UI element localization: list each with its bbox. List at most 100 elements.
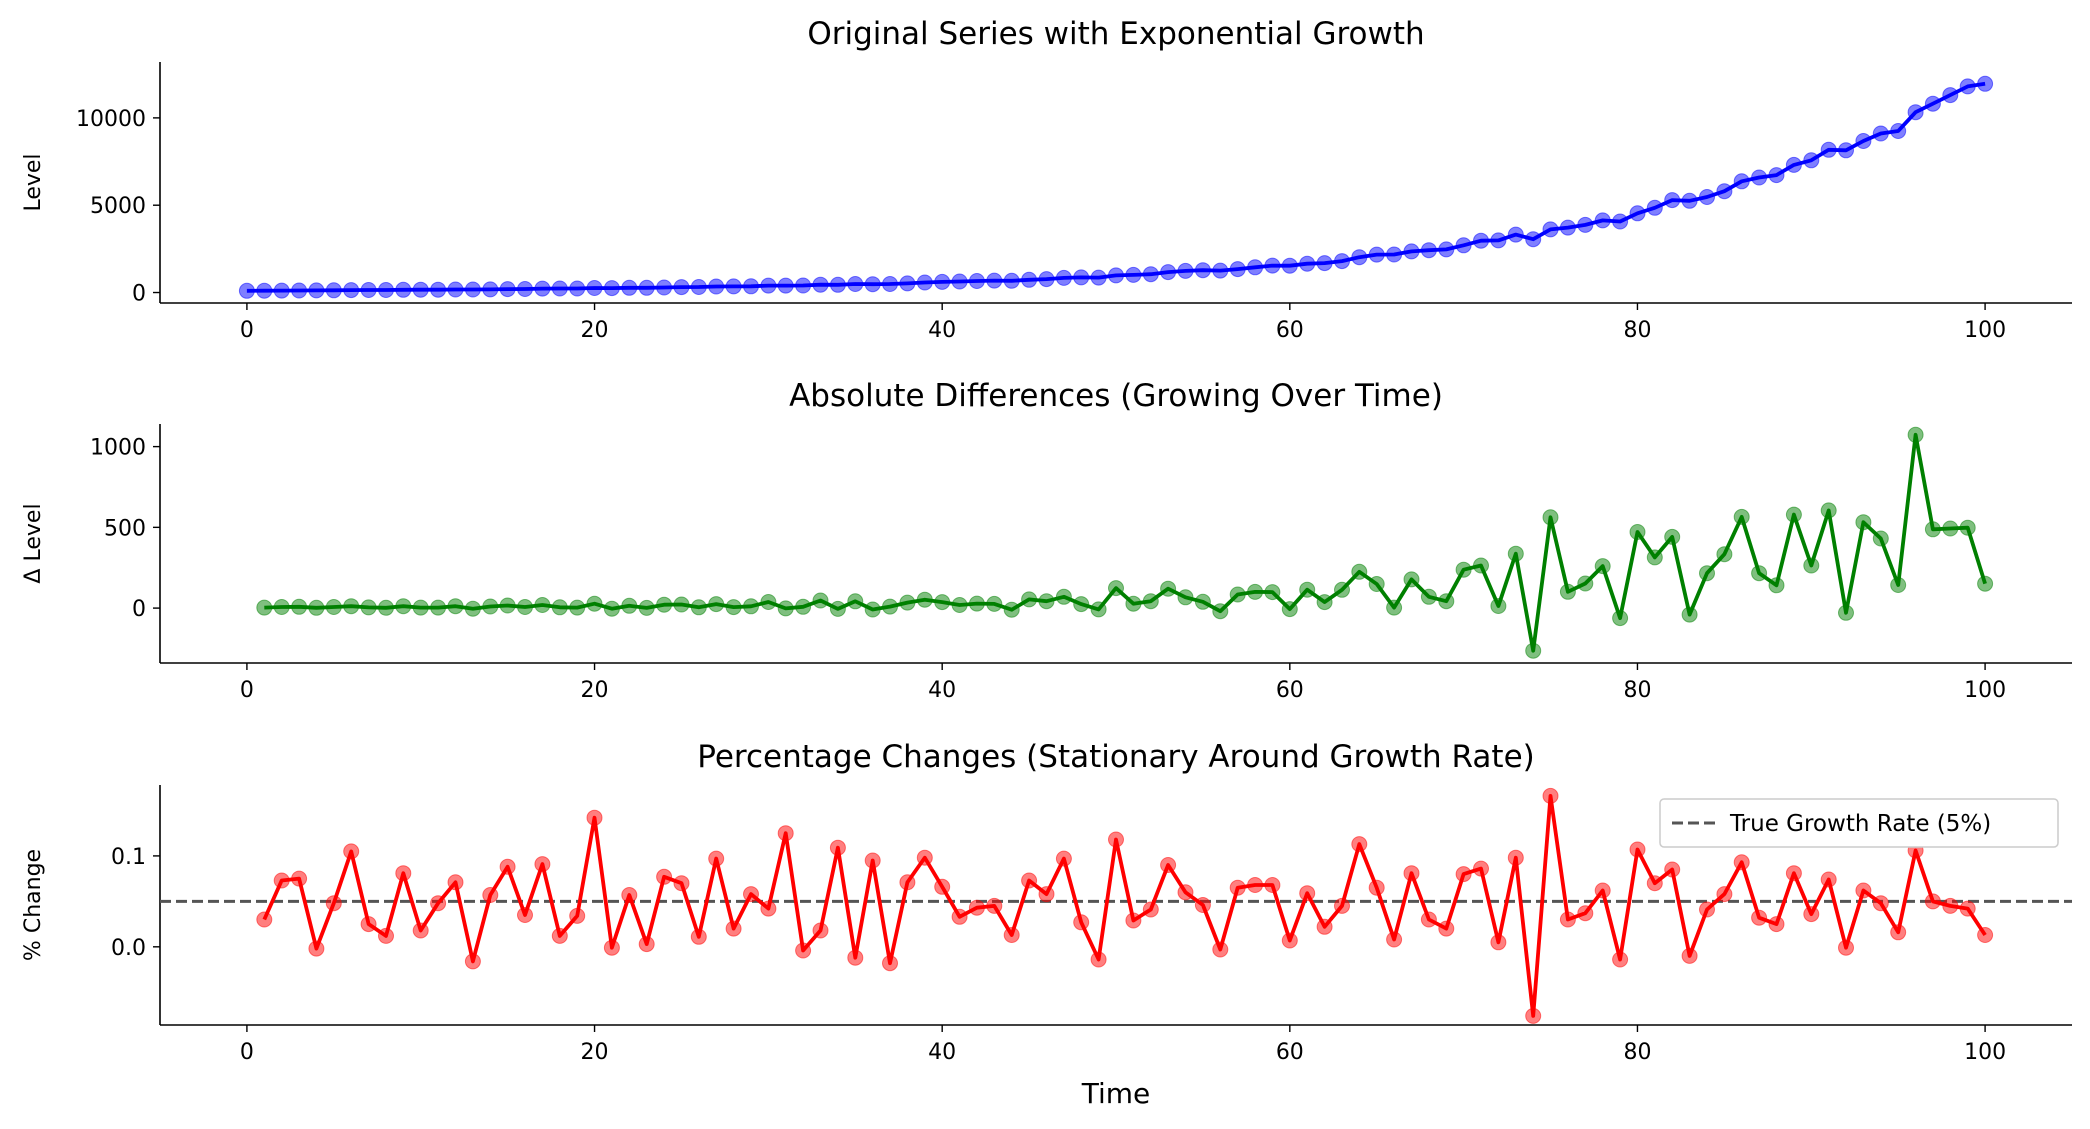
data-point bbox=[256, 282, 273, 299]
data-point bbox=[1890, 123, 1907, 139]
data-point bbox=[1733, 508, 1750, 525]
data-point bbox=[1942, 87, 1959, 104]
x-tick-label: 20 bbox=[581, 678, 609, 703]
data-point bbox=[325, 599, 342, 615]
data-point bbox=[1160, 264, 1177, 281]
data-point bbox=[986, 897, 1003, 914]
data-point bbox=[864, 601, 881, 618]
data-point bbox=[760, 594, 777, 610]
data-point bbox=[1838, 142, 1854, 159]
data-point bbox=[951, 273, 968, 290]
data-point bbox=[1125, 912, 1142, 929]
data-point bbox=[1316, 918, 1333, 935]
data-point bbox=[517, 907, 533, 923]
data-point bbox=[1733, 173, 1750, 190]
data-point bbox=[1507, 849, 1524, 866]
data-point bbox=[1038, 593, 1055, 610]
data-point bbox=[1351, 249, 1368, 266]
data-point bbox=[986, 595, 1003, 612]
data-point bbox=[656, 279, 673, 296]
data-point bbox=[1559, 583, 1576, 600]
data-point bbox=[1247, 877, 1264, 893]
chart-panel-percentage-changes: Percentage Changes (Stationary Around Gr… bbox=[21, 739, 2072, 1065]
data-point bbox=[760, 900, 777, 917]
data-point bbox=[621, 597, 638, 614]
data-point bbox=[1785, 865, 1802, 882]
data-point bbox=[1507, 545, 1524, 562]
data-point bbox=[1872, 530, 1889, 547]
data-point bbox=[1594, 558, 1611, 575]
data-point bbox=[1977, 75, 1994, 92]
data-point bbox=[1820, 141, 1837, 158]
x-tick-label: 100 bbox=[1964, 1040, 2006, 1065]
chart-title: Original Series with Exponential Growth bbox=[807, 16, 1424, 52]
data-point bbox=[1420, 911, 1437, 928]
data-point bbox=[325, 895, 342, 912]
x-tick-label: 80 bbox=[1623, 318, 1651, 343]
x-tick-label: 100 bbox=[1964, 318, 2006, 343]
data-point bbox=[829, 276, 846, 293]
data-point bbox=[1386, 246, 1403, 263]
data-point bbox=[1525, 231, 1542, 248]
data-point bbox=[1803, 557, 1820, 574]
data-point bbox=[1438, 920, 1455, 937]
data-point bbox=[1108, 580, 1124, 597]
data-point bbox=[1247, 259, 1264, 276]
data-point bbox=[1194, 593, 1211, 610]
data-point bbox=[1681, 192, 1698, 209]
x-tick-label: 40 bbox=[928, 678, 956, 703]
data-point bbox=[1612, 610, 1629, 627]
data-point bbox=[916, 274, 933, 291]
chart-title: Percentage Changes (Stationary Around Gr… bbox=[697, 739, 1534, 775]
data-point bbox=[795, 942, 812, 959]
data-point bbox=[1177, 884, 1194, 901]
data-point bbox=[1229, 261, 1246, 278]
data-point bbox=[517, 599, 533, 615]
data-point bbox=[1699, 901, 1715, 918]
data-point bbox=[1455, 561, 1472, 578]
data-point bbox=[1160, 857, 1177, 873]
data-point bbox=[968, 273, 985, 289]
x-tick-label: 40 bbox=[928, 1040, 956, 1065]
data-point bbox=[291, 870, 308, 887]
data-point bbox=[1577, 216, 1594, 233]
data-point bbox=[1855, 514, 1872, 531]
data-point bbox=[673, 875, 690, 892]
x-tick-label: 100 bbox=[1964, 678, 2006, 703]
data-point bbox=[1507, 226, 1524, 243]
data-point bbox=[1281, 601, 1298, 618]
data-point bbox=[1646, 199, 1663, 216]
data-point bbox=[1212, 262, 1229, 279]
data-point bbox=[482, 281, 499, 298]
data-point bbox=[447, 281, 464, 298]
data-point bbox=[1751, 169, 1768, 186]
data-point bbox=[847, 276, 864, 292]
data-point bbox=[1959, 519, 1976, 536]
data-point bbox=[1629, 205, 1646, 222]
data-point bbox=[951, 597, 968, 613]
data-point bbox=[743, 278, 759, 295]
data-point bbox=[708, 278, 725, 295]
y-tick-label: 10000 bbox=[76, 107, 146, 132]
data-point bbox=[1055, 269, 1072, 286]
data-point bbox=[1264, 877, 1281, 893]
data-point bbox=[1924, 521, 1941, 538]
data-point bbox=[1403, 571, 1420, 588]
data-point bbox=[1559, 219, 1576, 236]
data-point bbox=[1490, 232, 1507, 249]
data-point bbox=[1090, 269, 1107, 286]
data-point bbox=[1177, 589, 1194, 606]
data-point bbox=[1872, 895, 1889, 912]
data-point bbox=[1942, 897, 1959, 914]
legend-box bbox=[1659, 798, 2059, 848]
data-point bbox=[1473, 232, 1489, 249]
data-point bbox=[1681, 606, 1698, 623]
data-point bbox=[1542, 787, 1559, 804]
data-point bbox=[1577, 905, 1594, 922]
x-tick-label: 80 bbox=[1623, 1040, 1651, 1065]
data-point bbox=[812, 276, 829, 293]
chart-title: Absolute Differences (Growing Over Time) bbox=[789, 378, 1443, 414]
y-axis-label: Δ Level bbox=[21, 503, 46, 583]
data-point bbox=[1142, 901, 1159, 918]
data-point bbox=[1038, 271, 1055, 288]
